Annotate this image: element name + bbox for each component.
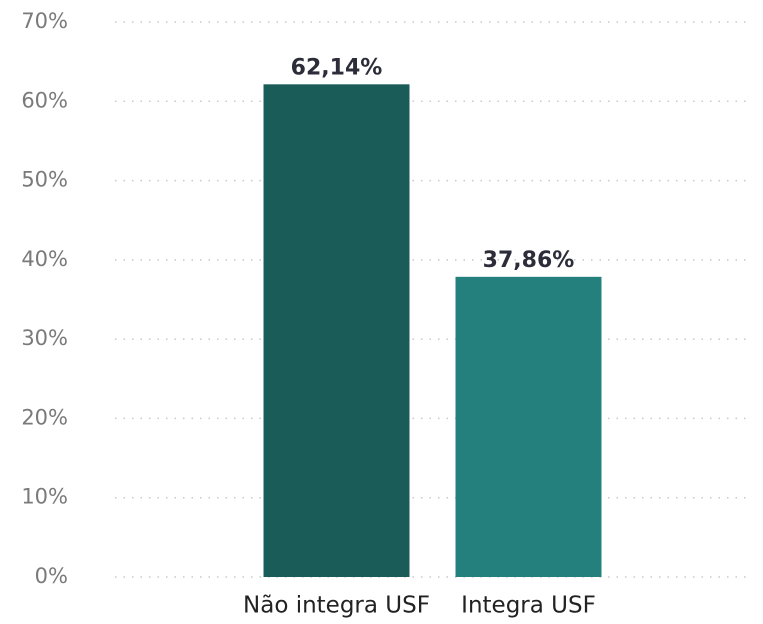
value-label: 62,14% [291,55,383,80]
x-tick-label: Não integra USF [243,593,430,619]
y-tick-label: 30% [21,326,68,350]
y-tick-label: 20% [21,405,68,429]
bar [263,84,410,577]
bar [455,276,602,577]
y-tick-label: 10% [21,485,68,509]
y-tick-label: 70% [21,9,68,33]
x-tick-label: Integra USF [461,593,596,619]
y-tick-label: 60% [21,88,68,112]
value-label: 37,86% [483,248,575,273]
y-tick-label: 40% [21,247,68,271]
y-tick-label: 50% [21,168,68,192]
y-tick-label: 0% [35,564,68,588]
